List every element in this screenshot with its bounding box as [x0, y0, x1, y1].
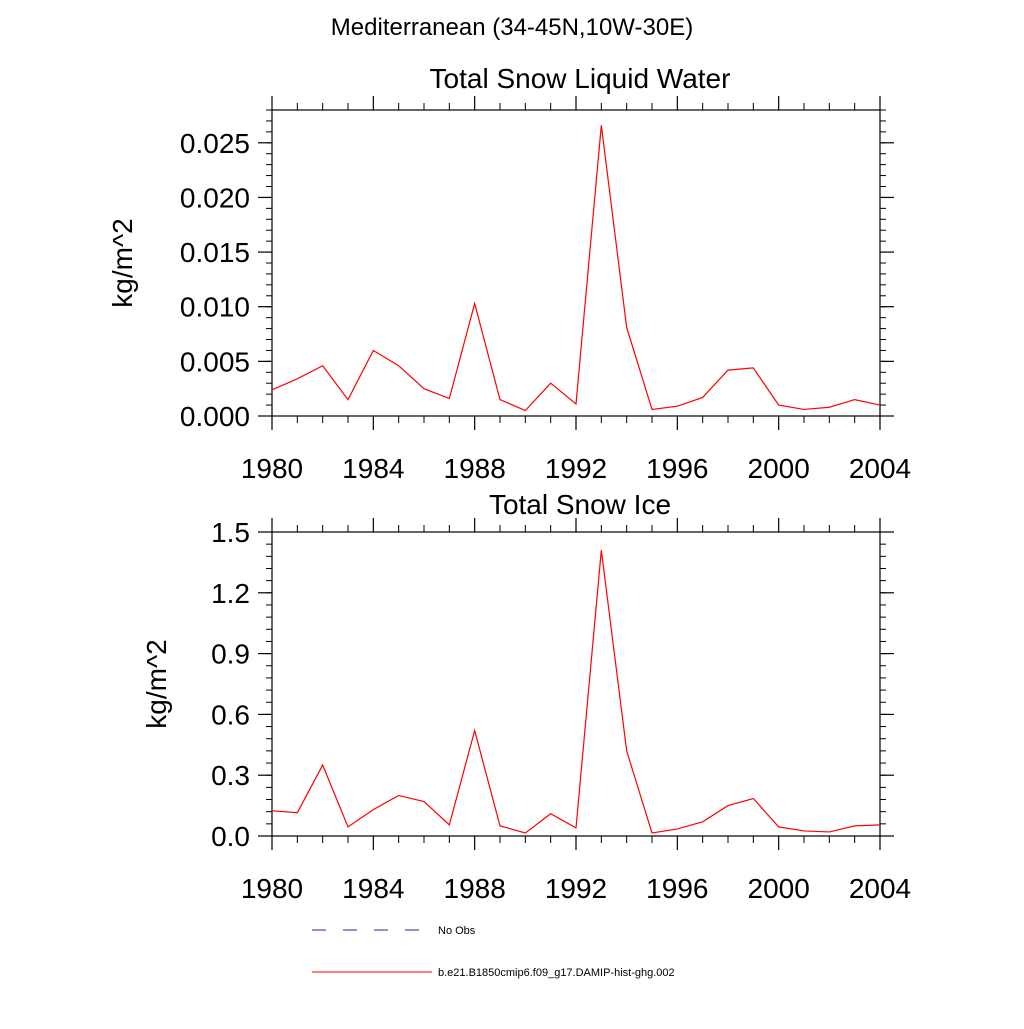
- y-tick-label: 0.3: [211, 760, 250, 791]
- figure-title: Mediterranean (34-45N,10W-30E): [330, 14, 694, 41]
- panel-title: Total Snow Liquid Water: [430, 63, 731, 94]
- panel-1: Total Snow Liquid Water 0.000 0.005 0.010 0.…: [107, 63, 911, 484]
- y-axis-label: kg/m^2: [107, 218, 138, 307]
- x-tick-label: 1992: [545, 453, 607, 484]
- series-line: [271, 125, 881, 412]
- panel-title: Total Snow Ice: [489, 489, 671, 520]
- y-tick-label: 0.000: [180, 401, 250, 432]
- x-tick-label: 2004: [849, 453, 911, 484]
- x-tick-label: 1984: [342, 873, 404, 904]
- plot-frame: [271, 531, 881, 837]
- x-tick-label: 1984: [342, 453, 404, 484]
- legend-label: No Obs: [438, 925, 476, 937]
- x-tick-label: 2000: [748, 873, 810, 904]
- y-axis-label: kg/m^2: [141, 639, 172, 728]
- x-tick-label: 1996: [646, 453, 708, 484]
- panel-2: Total Snow Ice 0.0 0.3 0.6 0.9 1.2 1.5 1980 1984…: [141, 489, 911, 904]
- legend-entry: No Obs: [312, 925, 476, 937]
- legend-label: b.e21.B1850cmip6.f09_g17.DAMIP-hist-ghg.…: [438, 967, 675, 979]
- y-tick-label: 0.005: [180, 346, 250, 377]
- x-tick-label: 1988: [444, 453, 506, 484]
- y-tick-label: 1.5: [211, 517, 250, 548]
- x-tick-label: 1992: [545, 873, 607, 904]
- y-tick-label: 0.015: [180, 237, 250, 268]
- y-tick-label: 0.6: [211, 699, 250, 730]
- y-tick-label: 0.0: [211, 821, 250, 852]
- y-tick-label: 0.010: [180, 292, 250, 323]
- x-tick-label: 1980: [241, 873, 303, 904]
- x-tick-label: 1988: [444, 873, 506, 904]
- x-tick-label: 1996: [646, 873, 708, 904]
- x-tick-label: 2000: [748, 453, 810, 484]
- x-tick-label: 1980: [241, 453, 303, 484]
- legend: No Obs b.e21.B1850cmip6.f09_g17.DAMIP-his…: [312, 925, 675, 979]
- y-tick-label: 0.9: [211, 639, 250, 670]
- y-tick-label: 1.2: [211, 578, 250, 609]
- x-tick-label: 2004: [849, 873, 911, 904]
- y-tick-label: 0.020: [180, 182, 250, 213]
- y-tick-label: 0.025: [180, 128, 250, 159]
- legend-entry: b.e21.B1850cmip6.f09_g17.DAMIP-hist-ghg.…: [312, 967, 675, 979]
- series-line: [271, 550, 881, 834]
